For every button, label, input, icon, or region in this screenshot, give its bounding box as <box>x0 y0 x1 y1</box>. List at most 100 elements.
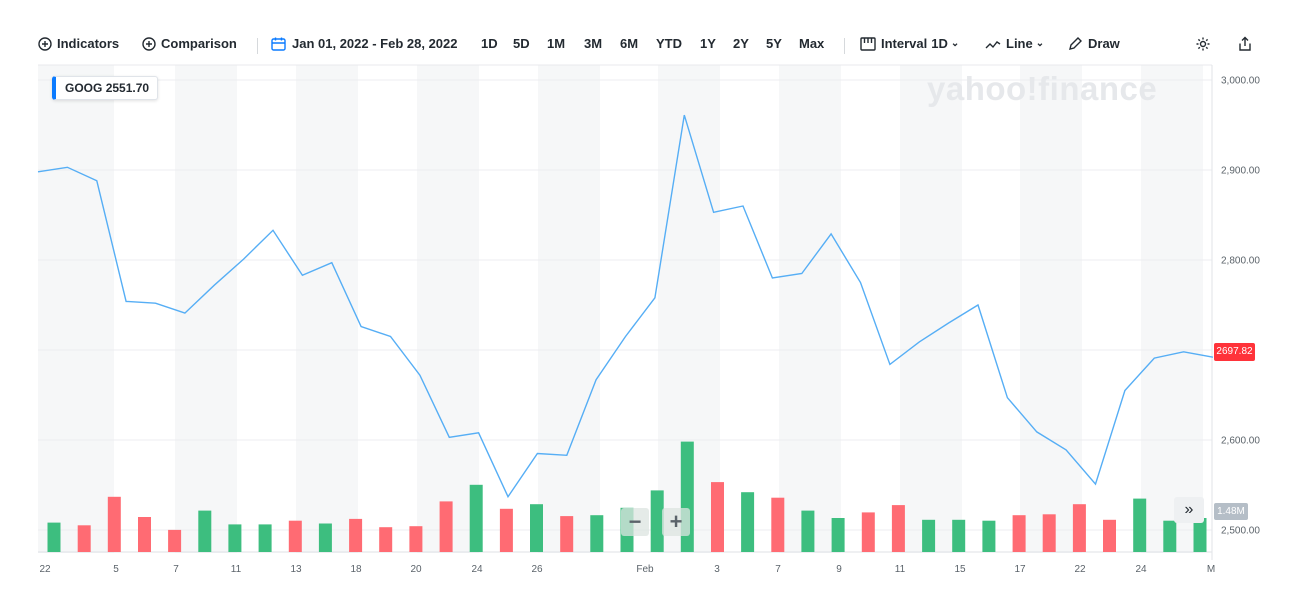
range-2y-button[interactable]: 2Y <box>733 36 749 51</box>
volume-bar <box>590 515 604 552</box>
volume-bar <box>891 505 905 552</box>
chart-type-dropdown[interactable]: Line ⌄ <box>985 36 1044 51</box>
line-chart-icon <box>985 37 1001 51</box>
calendar-icon <box>271 37 286 51</box>
pencil-icon <box>1068 36 1083 51</box>
zoom-in-button[interactable]: + <box>662 508 690 536</box>
volume-bar <box>168 529 182 552</box>
volume-bar <box>922 519 936 552</box>
x-tick-label: 22 <box>39 564 51 575</box>
y-tick-label: 2,800.00 <box>1221 256 1260 267</box>
interval-value: 1D <box>931 36 948 51</box>
volume-bar <box>801 510 815 552</box>
volume-bar <box>530 504 543 552</box>
chart-type-label: Line <box>1006 36 1033 51</box>
volume-bar <box>349 518 363 552</box>
x-tick-label: 24 <box>1135 564 1147 575</box>
volume-bar <box>1072 504 1086 552</box>
x-axis-ticks: 22 5 7 11 13 18 20 24 26 Feb 3 7 9 11 15 17 22 24 M <box>39 564 1215 575</box>
x-tick-label: 11 <box>895 564 906 575</box>
volume-bar <box>831 518 845 552</box>
price-line <box>37 114 1214 499</box>
x-tick-label: 22 <box>1074 564 1086 575</box>
volume-bar <box>499 508 513 552</box>
date-range-button[interactable]: Jan 01, 2022 - Feb 28, 2022 <box>271 36 458 51</box>
price-line-group <box>37 114 1214 499</box>
volume-bar <box>711 482 724 552</box>
x-tick-label: 26 <box>531 564 543 575</box>
x-tick-label: Feb <box>636 564 654 575</box>
volume-bars <box>47 441 1207 552</box>
alternating-week-bands <box>38 65 1203 553</box>
volume-bar <box>107 496 121 552</box>
range-1m-button[interactable]: 1M <box>547 36 566 51</box>
comparison-label: Comparison <box>161 36 237 51</box>
volume-bar <box>409 526 423 552</box>
range-1y-button[interactable]: 1Y <box>700 36 716 51</box>
gear-icon <box>1195 36 1211 52</box>
volume-bar <box>982 520 996 552</box>
week-band <box>900 65 962 553</box>
interval-label: Interval <box>881 36 928 51</box>
x-tick-label: 7 <box>173 564 179 575</box>
range-max-button[interactable]: Max <box>799 36 825 51</box>
x-tick-label: 9 <box>836 564 842 575</box>
range-1d-button[interactable]: 1D <box>481 36 498 51</box>
x-tick-label: 11 <box>231 564 242 575</box>
volume-bar <box>77 525 91 552</box>
week-band <box>538 65 600 553</box>
week-band <box>779 65 841 553</box>
volume-bar <box>1042 514 1056 552</box>
share-button[interactable] <box>1237 36 1253 52</box>
range-6m-button[interactable]: 6M <box>620 36 639 51</box>
x-tick-label: 15 <box>954 564 966 575</box>
settings-button[interactable] <box>1195 36 1211 52</box>
volume-bar <box>771 497 785 552</box>
week-band <box>1141 65 1203 553</box>
comparison-button[interactable]: Comparison <box>142 36 237 51</box>
range-ytd-button[interactable]: YTD <box>656 36 682 51</box>
week-band <box>1020 65 1082 553</box>
volume-bar <box>47 522 61 552</box>
draw-button[interactable]: Draw <box>1068 36 1120 51</box>
symbol-badge[interactable]: GOOG 2551.70 <box>52 76 159 100</box>
range-5d-button[interactable]: 5D <box>513 36 530 51</box>
x-tick-label: 20 <box>410 564 422 575</box>
week-band <box>296 65 358 553</box>
volume-bar <box>469 484 483 552</box>
scroll-right-button[interactable]: » <box>1174 497 1204 523</box>
volume-bar <box>1133 498 1147 552</box>
x-tick-label: 17 <box>1014 564 1026 575</box>
volume-bar <box>318 523 332 552</box>
range-5y-button[interactable]: 5Y <box>766 36 782 51</box>
y-tick-label: 2,500.00 <box>1221 526 1260 537</box>
volume-bar <box>288 520 302 552</box>
range-3m-button[interactable]: 3M <box>584 36 603 51</box>
y-axis-ticks: 3,000.00 2,900.00 2,800.00 2,600.00 2,500.00 <box>1221 76 1260 537</box>
symbol-value: 2551.70 <box>105 81 150 95</box>
chart-toolbar: Indicators Comparison Jan 01, 2022 - Feb… <box>0 0 1297 62</box>
volume-bar <box>1193 518 1207 552</box>
volume-bar <box>741 492 755 552</box>
current-price-tag: 2697.82 <box>1214 343 1255 361</box>
indicators-label: Indicators <box>57 36 120 51</box>
indicators-button[interactable]: Indicators <box>38 36 119 51</box>
y-tick-label: 3,000.00 <box>1221 76 1260 87</box>
x-tick-label: 5 <box>113 564 119 575</box>
volume-bar <box>379 527 393 552</box>
week-band <box>417 65 479 553</box>
interval-dropdown[interactable]: Interval 1D ⌄ <box>860 36 959 51</box>
volume-bar <box>439 501 453 552</box>
date-range-label: Jan 01, 2022 - Feb 28, 2022 <box>292 36 458 51</box>
volume-bar <box>952 519 966 552</box>
week-band <box>175 65 237 553</box>
volume-bar <box>1103 519 1116 552</box>
zoom-out-button[interactable]: − <box>621 508 649 536</box>
volume-bar <box>861 512 875 552</box>
plus-circle-icon <box>38 36 52 51</box>
yahoo-finance-watermark: yahoo!finance <box>927 70 1158 107</box>
volume-bar <box>650 490 664 552</box>
volume-tag: 1.48M <box>1214 503 1248 520</box>
volume-bar <box>228 524 242 552</box>
